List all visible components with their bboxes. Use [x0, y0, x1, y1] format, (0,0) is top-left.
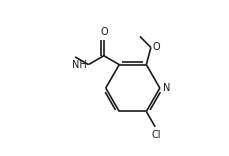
Text: NH: NH [71, 60, 86, 70]
Text: O: O [152, 42, 160, 52]
Text: N: N [163, 83, 170, 93]
Text: O: O [100, 27, 107, 37]
Text: Cl: Cl [150, 130, 160, 140]
